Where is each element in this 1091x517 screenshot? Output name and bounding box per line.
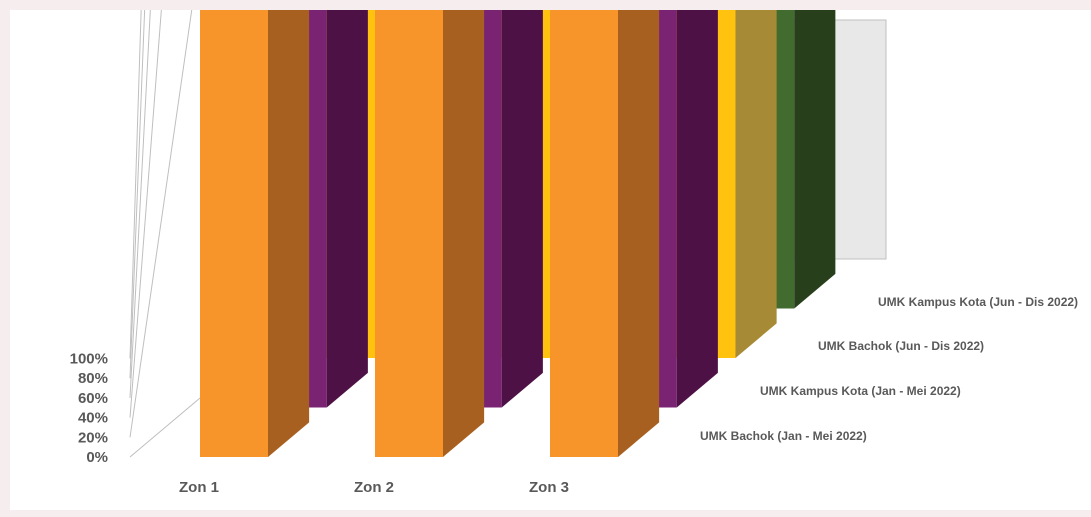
bar-side-face [618, 10, 660, 457]
bar-front-face [200, 10, 268, 457]
bar-side-face [676, 10, 718, 408]
series-axis-label: UMK Kampus Kota (Jan - Mei 2022) [760, 384, 961, 398]
bar [550, 10, 660, 457]
bar-side-face [735, 10, 777, 358]
x-category-label: Zon 3 [529, 479, 569, 496]
y-tick-label: 100% [70, 351, 108, 368]
gridline-side [129, 10, 193, 438]
chart-container: 0%20%40%60%80%100%90%89%80%84%79%78%79%7… [10, 10, 1091, 510]
series-axis-label: UMK Bachok (Jun - Dis 2022) [818, 339, 984, 353]
y-tick-label: 40% [78, 410, 108, 427]
bar-side-face [326, 10, 368, 408]
chart-texts: 0%20%40%60%80%100%90%89%80%84%79%78%79%7… [70, 295, 1078, 496]
y-tick-label: 80% [78, 370, 108, 387]
x-category-label: Zon 2 [354, 479, 394, 496]
bar-side-face [501, 10, 543, 408]
chart-bars [200, 10, 836, 457]
bar-side-face [268, 10, 310, 457]
bar [200, 10, 310, 457]
y-tick-label: 20% [78, 429, 108, 446]
chart-svg: 0%20%40%60%80%100%90%89%80%84%79%78%79%7… [70, 10, 1078, 496]
series-axis-label: UMK Bachok (Jan - Mei 2022) [700, 429, 867, 443]
bar [375, 10, 485, 457]
bar-side-face [794, 10, 836, 309]
x-category-label: Zon 1 [179, 479, 219, 496]
y-tick-label: 0% [86, 449, 108, 466]
bar-front-face [550, 10, 618, 457]
series-axis-label: UMK Kampus Kota (Jun - Dis 2022) [878, 295, 1078, 309]
y-tick-label: 60% [78, 390, 108, 407]
bar-side-face [443, 10, 485, 457]
bar-front-face [375, 10, 443, 457]
